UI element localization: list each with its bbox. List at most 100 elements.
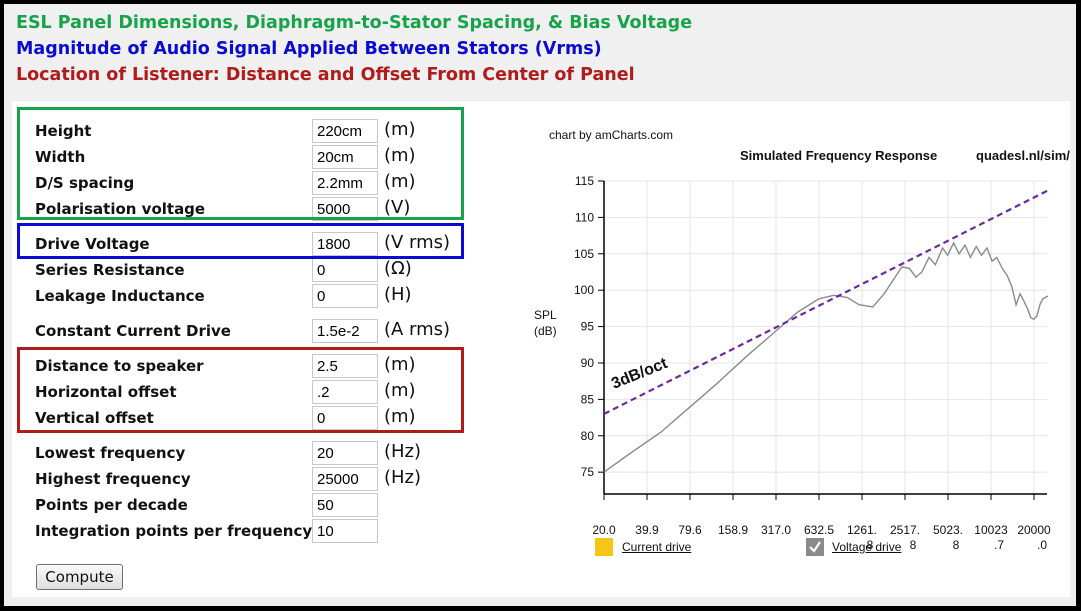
x-tick-label: .0 <box>1037 538 1047 552</box>
x-tick-label: 317.0 <box>761 523 791 537</box>
x-tick-label: 20.0 <box>592 523 616 537</box>
y-tick-label: 100 <box>574 283 594 297</box>
form-row: Width (m) <box>12 145 492 169</box>
form-row: Vertical offset (m) <box>12 406 492 430</box>
x-tick-label: 1261. <box>847 523 877 537</box>
y-tick-label: 75 <box>581 465 595 479</box>
field-unit: (Ω) <box>384 258 412 279</box>
field-label: Polarisation voltage <box>35 200 206 218</box>
form-row: Height (m) <box>12 119 492 143</box>
legend-voltage-drive-label[interactable]: Voltage drive <box>832 540 902 554</box>
y-tick-label: 105 <box>574 247 594 261</box>
field-unit: (m) <box>384 119 416 140</box>
form-row: Lowest frequency (Hz) <box>12 441 492 465</box>
field-input[interactable] <box>312 519 378 543</box>
field-unit: (m) <box>384 406 416 427</box>
heading-audio-signal: Magnitude of Audio Signal Applied Betwee… <box>16 39 602 59</box>
field-label: Leakage Inductance <box>35 287 205 305</box>
simulator-panel: Height (m) Width (m) D/S spacing (m) Polarisat… <box>12 101 1070 597</box>
x-tick-label: 8 <box>910 538 917 552</box>
field-input[interactable] <box>312 467 378 491</box>
field-label: Integration points per frequency <box>35 522 313 540</box>
field-label: Horizontal offset <box>35 383 177 401</box>
field-unit: (Hz) <box>384 441 422 462</box>
trend-line-label: 3dB/oct <box>609 355 670 393</box>
y-axis-label-unit: (dB) <box>534 324 557 338</box>
x-tick-label: 2517. <box>890 523 920 537</box>
field-input[interactable] <box>312 145 378 169</box>
heading-panel-dimensions: ESL Panel Dimensions, Diaphragm-to-Stato… <box>16 13 693 33</box>
field-unit: (V) <box>384 197 411 218</box>
field-unit: (Hz) <box>384 467 422 488</box>
chart-credit: chart by amCharts.com <box>549 128 673 142</box>
field-label: Vertical offset <box>35 409 154 427</box>
form-row: Integration points per frequency <box>12 519 492 543</box>
x-tick-label: 632.5 <box>804 523 834 537</box>
field-input[interactable] <box>312 284 378 308</box>
field-input[interactable] <box>312 406 378 430</box>
highlight-box-red <box>17 347 464 433</box>
field-input[interactable] <box>312 493 378 517</box>
field-label: Drive Voltage <box>35 235 150 253</box>
field-input[interactable] <box>312 354 378 378</box>
x-tick-label: 79.6 <box>678 523 702 537</box>
form-row: Constant Current Drive (A rms) <box>12 319 492 343</box>
field-input[interactable] <box>312 380 378 404</box>
legend-current-drive-swatch[interactable] <box>595 538 613 556</box>
chart-svg: chart by amCharts.com Simulated Frequency… <box>534 128 1070 552</box>
field-input[interactable] <box>312 319 378 343</box>
form-row: Series Resistance (Ω) <box>12 258 492 282</box>
heading-listener-location: Location of Listener: Distance and Offse… <box>16 65 635 85</box>
field-unit: (A rms) <box>384 319 451 340</box>
field-label: Constant Current Drive <box>35 322 231 340</box>
field-unit: (m) <box>384 145 416 166</box>
form-row: Leakage Inductance (H) <box>12 284 492 308</box>
x-tick-label: .7 <box>994 538 1004 552</box>
form-row: Distance to speaker (m) <box>12 354 492 378</box>
y-tick-label: 115 <box>575 174 594 188</box>
y-tick-label: 80 <box>581 429 595 443</box>
field-label: Lowest frequency <box>35 444 186 462</box>
form-row: Horizontal offset (m) <box>12 380 492 404</box>
field-input[interactable] <box>312 258 378 282</box>
chart-subtitle: quadesl.nl/sim/ <box>976 148 1070 163</box>
y-tick-label: 110 <box>575 210 594 224</box>
trend-line-3db-oct <box>603 189 1049 415</box>
y-axis-label: SPL <box>534 308 557 322</box>
field-input[interactable] <box>312 119 378 143</box>
x-tick-label: 8 <box>867 538 874 552</box>
field-unit: (V rms) <box>384 232 451 253</box>
series-voltage-drive-line <box>603 241 1049 473</box>
field-input[interactable] <box>312 441 378 465</box>
form-row: Points per decade <box>12 493 492 517</box>
field-label: Series Resistance <box>35 261 185 279</box>
y-tick-label: 90 <box>581 356 595 370</box>
x-tick-label: 20000 <box>1017 523 1051 537</box>
frequency-response-chart: chart by amCharts.com Simulated Frequency… <box>482 101 1070 597</box>
x-tick-label: 8 <box>953 538 960 552</box>
field-label: D/S spacing <box>35 174 135 192</box>
legend-current-drive-label[interactable]: Current drive <box>622 540 692 554</box>
form-row: D/S spacing (m) <box>12 171 492 195</box>
form-row: Drive Voltage (V rms) <box>12 232 492 256</box>
field-label: Highest frequency <box>35 470 191 488</box>
field-unit: (m) <box>384 171 416 192</box>
field-label: Distance to speaker <box>35 357 204 375</box>
field-unit: (H) <box>384 284 412 305</box>
field-unit: (m) <box>384 354 416 375</box>
x-tick-label: 39.9 <box>635 523 659 537</box>
field-input[interactable] <box>312 232 378 256</box>
form-row: Highest frequency (Hz) <box>12 467 492 491</box>
compute-button[interactable]: Compute <box>36 564 123 590</box>
screenshot-frame: ESL Panel Dimensions, Diaphragm-to-Stato… <box>4 4 1076 606</box>
field-label: Height <box>35 122 92 140</box>
field-label: Width <box>35 148 86 166</box>
chart-title: Simulated Frequency Response <box>740 148 937 163</box>
y-tick-label: 95 <box>581 320 595 334</box>
y-tick-label: 85 <box>581 392 595 406</box>
x-tick-label: 158.9 <box>718 523 748 537</box>
highlight-box-blue <box>17 223 464 259</box>
legend-voltage-drive-swatch[interactable] <box>806 538 824 556</box>
checkmark-icon <box>809 541 821 553</box>
field-input[interactable] <box>312 171 378 195</box>
